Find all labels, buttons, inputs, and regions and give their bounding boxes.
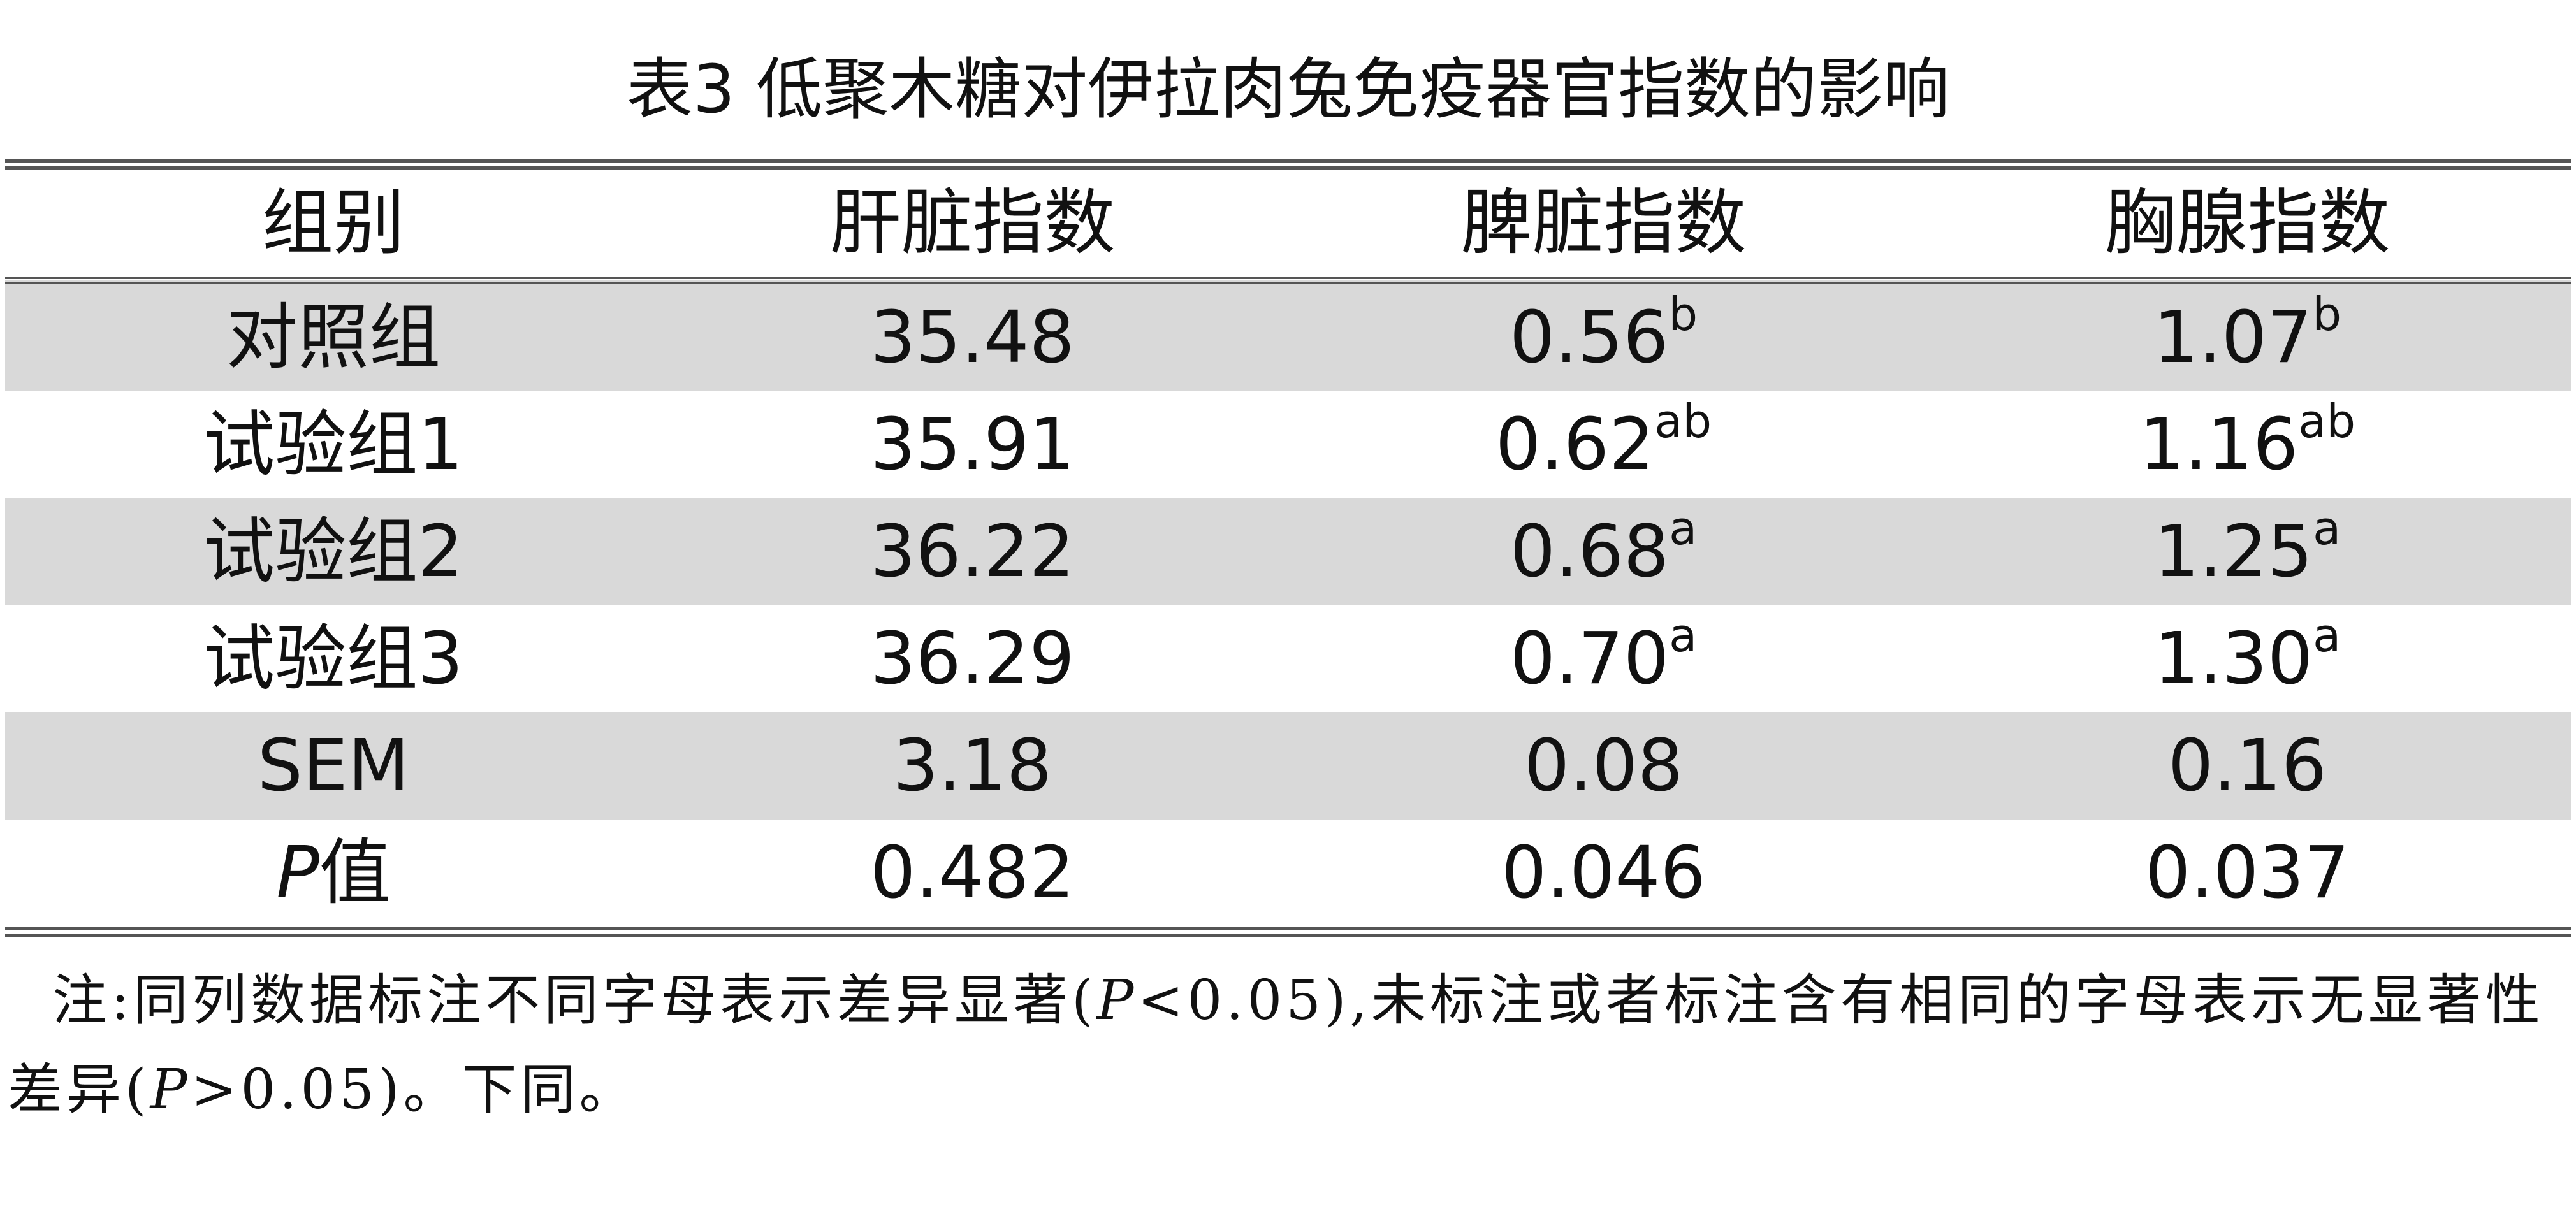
header-cell: 胸腺指数 <box>2104 182 2390 264</box>
cell-text: 35.91 <box>870 403 1075 486</box>
note-text: 注:同列数据标注不同字母表示差异显著( <box>52 969 1097 1032</box>
cell-text: 3.18 <box>892 725 1052 807</box>
cell-superscript: b <box>1668 287 1698 341</box>
table-title: 表3 低聚木糖对伊拉肉兔免疫器官指数的影响 <box>626 50 1950 128</box>
cell-text: 试验组3 <box>203 618 463 700</box>
header-row: 组别 肝脏指数 脾脏指数 胸腺指数 <box>5 164 2571 280</box>
cell-italic: P <box>276 832 319 914</box>
footnote: 注:同列数据标注不同字母表示差异显著(P<0.05),未标注或者标注含有相同的字… <box>8 956 2564 1134</box>
table-cell: 35.91 <box>662 391 1283 498</box>
table-cell: 试验组3 <box>5 605 662 712</box>
table-row: 试验组2 36.22 0.68a 1.25a <box>5 498 2571 605</box>
table-cell: 0.08 <box>1283 712 1924 820</box>
cell-text: 0.037 <box>2145 832 2350 914</box>
cell-text: 0.16 <box>2167 725 2327 807</box>
cell-text: 1.07 <box>2153 296 2313 379</box>
table-cell: 35.48 <box>662 280 1283 391</box>
note-italic: P <box>1096 969 1138 1032</box>
cell-superscript: a <box>1669 502 1698 555</box>
cell-text: 0.046 <box>1501 832 1706 914</box>
cell-superscript: ab <box>1654 394 1712 448</box>
cell-text: 35.48 <box>870 296 1075 379</box>
table-row: P值 0.482 0.046 0.037 <box>5 820 2571 932</box>
table-cell: 0.68a <box>1283 498 1924 605</box>
table-cell: SEM <box>5 712 662 820</box>
cell-text: 0.482 <box>870 832 1075 914</box>
cell-text: 0.68 <box>1510 510 1670 593</box>
cell-superscript: a <box>1669 609 1698 662</box>
cell-text: 试验组2 <box>203 510 463 593</box>
table-cell: 36.22 <box>662 498 1283 605</box>
table-cell: 36.29 <box>662 605 1283 712</box>
table-cell: 1.16ab <box>1924 391 2571 498</box>
note-text: >0.05)。下同。 <box>191 1058 638 1122</box>
table-cell: 0.482 <box>662 820 1283 932</box>
table-row: 对照组 35.48 0.56b 1.07b <box>5 280 2571 391</box>
cell-text: SEM <box>257 725 410 807</box>
cell-text: 试验组1 <box>203 403 463 486</box>
note-italic: P <box>150 1058 191 1122</box>
table-cell: 1.30a <box>1924 605 2571 712</box>
note-text: <0.05),未标注或者标注含有相同的字母表示无显著性差异( <box>8 969 2544 1122</box>
header-cell: 肝脏指数 <box>829 182 1116 264</box>
header-cell: 脾脏指数 <box>1460 182 1747 264</box>
table-cell: 0.037 <box>1924 820 2571 932</box>
header-cell: 组别 <box>262 182 405 264</box>
table-cell: 3.18 <box>662 712 1283 820</box>
table-cell: 试验组1 <box>5 391 662 498</box>
table-cell: 0.62ab <box>1283 391 1924 498</box>
cell-text: 值 <box>319 832 391 914</box>
cell-text: 0.62 <box>1495 403 1655 486</box>
table-row: 试验组3 36.29 0.70a 1.30a <box>5 605 2571 712</box>
table-cell: 1.07b <box>1924 280 2571 391</box>
cell-text: 1.16 <box>2139 403 2299 486</box>
cell-superscript: a <box>2313 502 2341 555</box>
table-cell: 1.25a <box>1924 498 2571 605</box>
cell-text: 0.70 <box>1510 618 1670 700</box>
cell-text: 1.30 <box>2153 618 2313 700</box>
table-row: 试验组1 35.91 0.62ab 1.16ab <box>5 391 2571 498</box>
cell-superscript: a <box>2313 609 2341 662</box>
table-cell: 0.70a <box>1283 605 1924 712</box>
cell-text: 0.08 <box>1524 725 1684 807</box>
table-cell: 试验组2 <box>5 498 662 605</box>
cell-text: 0.56 <box>1509 296 1669 379</box>
table-body: 对照组 35.48 0.56b 1.07b 试验组1 35.91 0.62ab 1.16ab 试… <box>5 280 2571 932</box>
table-cell: 对照组 <box>5 280 662 391</box>
data-table: 组别 肝脏指数 脾脏指数 胸腺指数 对照组 35.48 0.56b 1.07b 试验组1 35.… <box>5 159 2571 937</box>
table-cell: 0.56b <box>1283 280 1924 391</box>
cell-text: 36.22 <box>870 510 1075 593</box>
cell-superscript: b <box>2312 287 2342 341</box>
table-cell: P值 <box>5 820 662 932</box>
table-cell: 0.16 <box>1924 712 2571 820</box>
table-cell: 0.046 <box>1283 820 1924 932</box>
cell-text: 对照组 <box>226 296 440 379</box>
cell-text: 36.29 <box>870 618 1075 700</box>
cell-text: 1.25 <box>2153 510 2313 593</box>
table-row: SEM 3.18 0.08 0.16 <box>5 712 2571 820</box>
cell-superscript: ab <box>2298 394 2356 448</box>
